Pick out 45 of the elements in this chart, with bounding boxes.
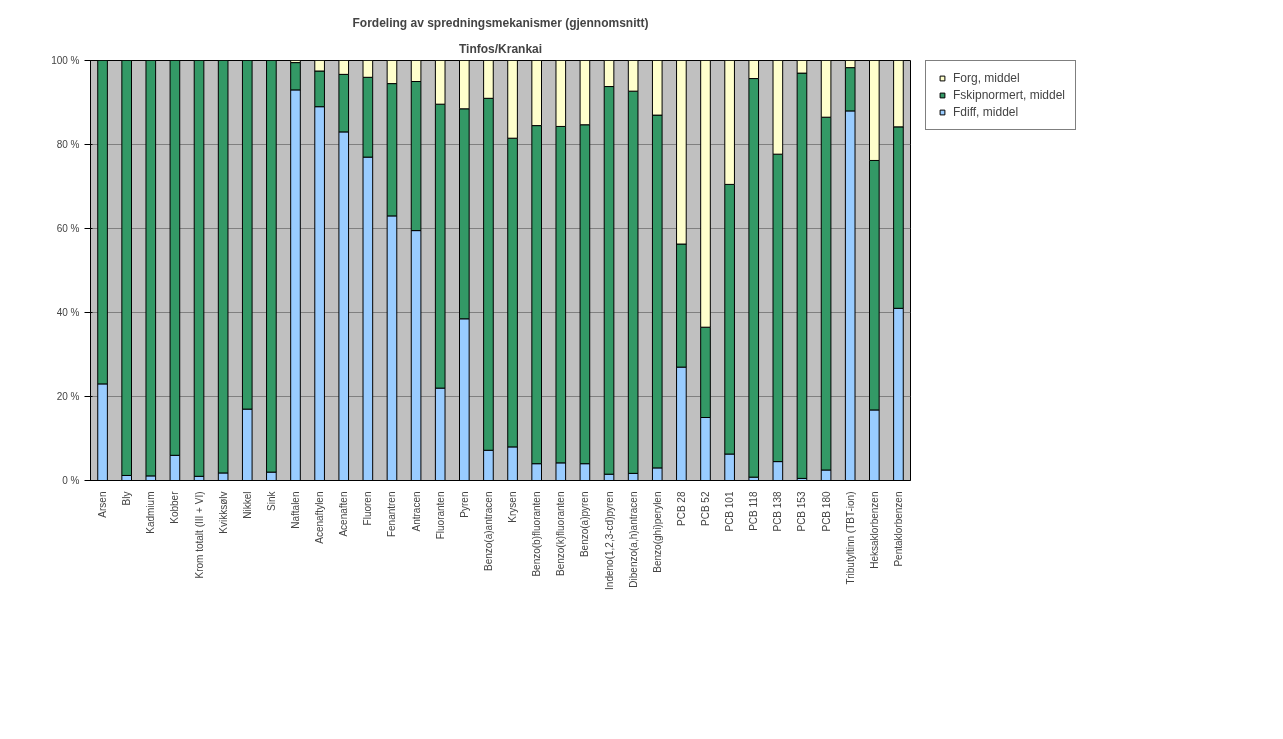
x-tick-label: PCB 180 — [820, 491, 832, 532]
x-tick-label: PCB 153 — [796, 491, 808, 532]
x-tick-label: Acenaftylen — [314, 491, 326, 544]
x-tick-label: Arsen — [97, 491, 109, 518]
x-tick-label: Naftalen — [290, 491, 301, 529]
x-tick-label: Benzo(a)pyren — [579, 491, 591, 558]
x-tick-label: PCB 138 — [772, 491, 784, 532]
x-tick-label: Dibenzo(a,h)antracen — [627, 491, 639, 588]
x-tick-label: PCB 28 — [675, 491, 687, 526]
x-tick-label: Kobber — [169, 490, 181, 524]
x-tick-label: Kadmium — [145, 491, 157, 534]
x-tick-label: Benzo(b)fluoranten — [531, 491, 543, 577]
x-tick-label: Kvikksølv — [217, 491, 229, 534]
y-tick-label: 0 % — [62, 475, 80, 486]
x-tick-label: Benzo(a)antracen — [482, 491, 494, 571]
x-tick-label: Krysen — [507, 491, 519, 523]
x-tick-label: Tributyltinn (TBT-ion) — [844, 491, 856, 585]
x-tick-label: Pentaklorbenzen — [892, 491, 904, 567]
x-tick-label: Acenaften — [338, 491, 350, 537]
y-tick-label: 60 % — [56, 223, 80, 234]
x-tick-label: PCB 101 — [724, 491, 736, 532]
x-tick-label: Antracen — [410, 491, 422, 532]
x-tick-label: PCB 52 — [700, 491, 711, 526]
x-tick-label: Nikkel — [241, 491, 253, 519]
x-tick-label: Fluoranten — [434, 491, 446, 540]
x-tick-label: Fluoren — [362, 491, 374, 526]
x-tick-label: Indeno(1,2,3-cd)pyren — [603, 491, 615, 590]
chart-title: Fordeling av spredningsmekanismer (gjennomsnitt) — [352, 15, 649, 30]
chart-subtitle: Tinfos/Krankai — [458, 41, 543, 56]
y-tick-label: 20 % — [56, 391, 80, 402]
x-tick-label: Sink — [265, 490, 277, 511]
y-tick-label: 100 % — [51, 55, 80, 66]
legend-label: Forg, middel — [953, 71, 1020, 85]
y-tick-label: 40 % — [56, 307, 80, 318]
x-tick-label: PCB 118 — [748, 491, 760, 531]
y-tick-label: 80 % — [56, 139, 80, 150]
x-tick-label: Heksaklorbenzen — [868, 491, 880, 569]
x-tick-label: Benzo(ghi)perylen — [651, 491, 663, 573]
x-tick-label: Krom totalt (III + VI) — [193, 491, 205, 579]
x-tick-label: Benzo(k)fluoranten — [555, 491, 567, 576]
x-tick-label: Bly — [121, 491, 133, 506]
legend-label: Fdiff, middel — [953, 105, 1019, 119]
legend-label: Fskipnormert, middel — [953, 88, 1066, 102]
x-tick-label: Fenantren — [386, 491, 398, 538]
x-tick-label: Pyren — [458, 491, 470, 518]
